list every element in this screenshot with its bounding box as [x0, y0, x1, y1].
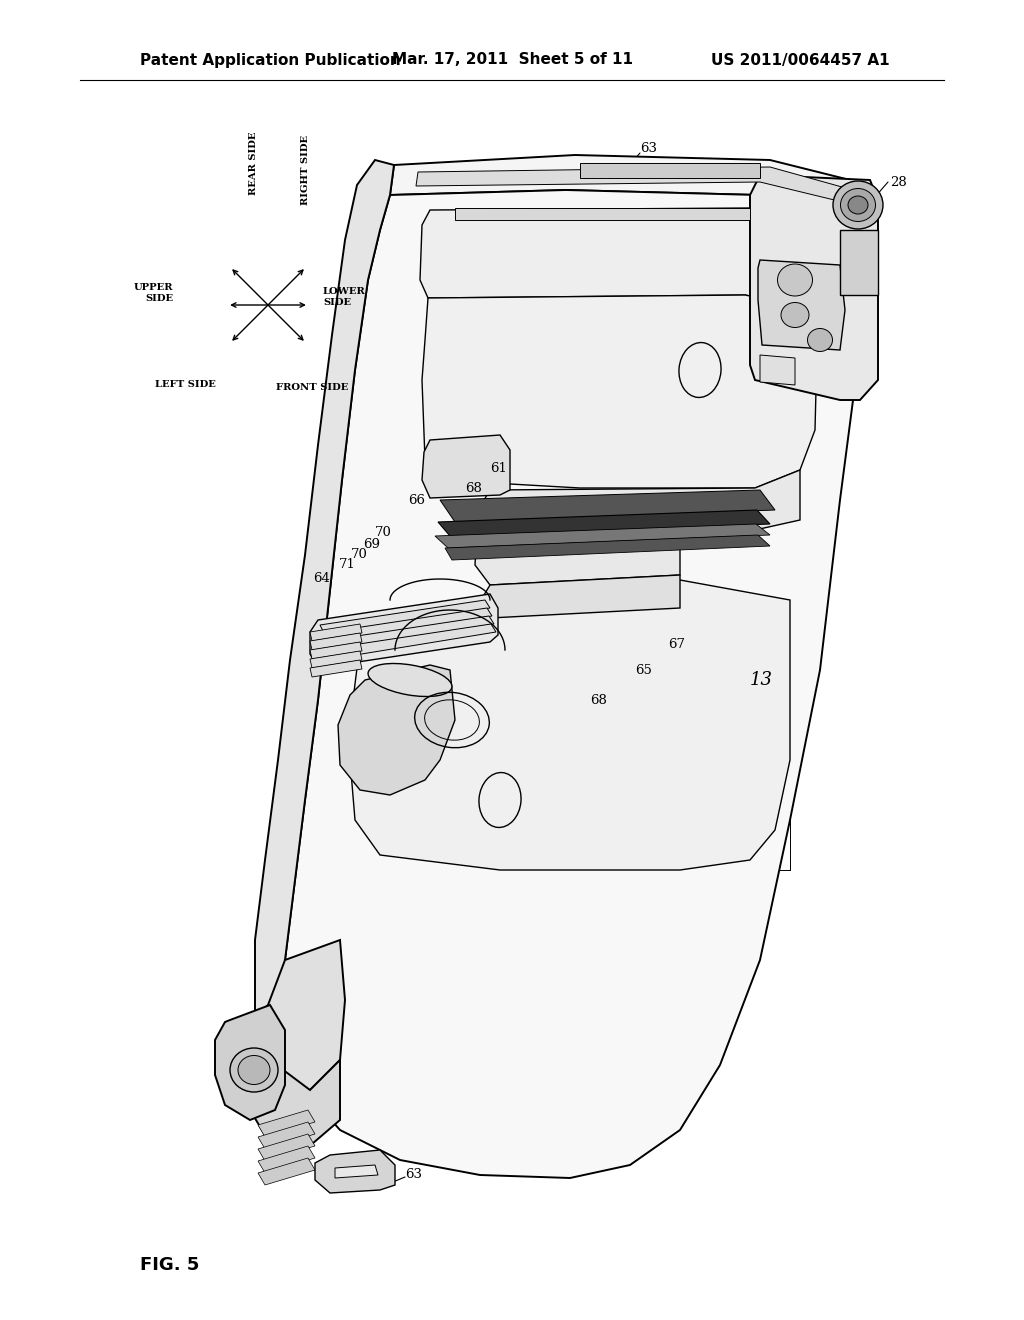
Text: 71: 71 — [339, 558, 356, 572]
Ellipse shape — [368, 664, 452, 697]
Ellipse shape — [238, 1056, 270, 1085]
Polygon shape — [310, 634, 362, 649]
Polygon shape — [420, 209, 820, 310]
Text: 70: 70 — [375, 527, 392, 540]
Text: LEFT SIDE: LEFT SIDE — [155, 380, 216, 389]
Polygon shape — [326, 624, 496, 659]
Text: 69: 69 — [362, 537, 380, 550]
Polygon shape — [322, 609, 492, 643]
Ellipse shape — [781, 302, 809, 327]
Text: 68: 68 — [465, 482, 482, 495]
Polygon shape — [455, 209, 750, 220]
Polygon shape — [338, 665, 455, 795]
Polygon shape — [215, 1005, 285, 1119]
Text: Patent Application Publication: Patent Application Publication — [140, 53, 400, 67]
Polygon shape — [310, 594, 498, 668]
Text: REAR SIDE: REAR SIDE — [249, 132, 257, 195]
Polygon shape — [750, 176, 878, 400]
Polygon shape — [440, 490, 775, 521]
Polygon shape — [840, 230, 878, 294]
Text: 65: 65 — [635, 664, 652, 676]
Polygon shape — [268, 940, 345, 1090]
Polygon shape — [422, 436, 510, 498]
Polygon shape — [475, 470, 800, 585]
Ellipse shape — [777, 264, 812, 296]
Polygon shape — [324, 616, 494, 651]
Polygon shape — [258, 1146, 315, 1173]
Polygon shape — [258, 1134, 315, 1162]
Ellipse shape — [841, 189, 876, 222]
Ellipse shape — [230, 1048, 278, 1092]
Ellipse shape — [848, 195, 868, 214]
Polygon shape — [478, 576, 680, 618]
Polygon shape — [258, 1158, 315, 1185]
Text: 63: 63 — [640, 141, 657, 154]
Polygon shape — [435, 524, 770, 548]
Polygon shape — [310, 651, 362, 668]
Polygon shape — [315, 1150, 395, 1193]
Polygon shape — [310, 642, 362, 659]
Ellipse shape — [808, 329, 833, 351]
Polygon shape — [258, 1110, 315, 1137]
Polygon shape — [310, 660, 362, 677]
Polygon shape — [445, 535, 770, 560]
Polygon shape — [335, 1166, 378, 1177]
Polygon shape — [285, 190, 865, 1177]
Polygon shape — [758, 260, 845, 350]
Text: US 2011/0064457 A1: US 2011/0064457 A1 — [712, 53, 890, 67]
Polygon shape — [258, 1122, 315, 1148]
Polygon shape — [760, 355, 795, 385]
Text: RIGHT SIDE: RIGHT SIDE — [301, 135, 310, 205]
Text: 68: 68 — [590, 693, 607, 706]
Text: 70: 70 — [351, 549, 368, 561]
Text: Mar. 17, 2011  Sheet 5 of 11: Mar. 17, 2011 Sheet 5 of 11 — [391, 53, 633, 67]
Polygon shape — [438, 510, 770, 536]
Text: UPPER
SIDE: UPPER SIDE — [133, 284, 173, 302]
Text: LOWER
SIDE: LOWER SIDE — [323, 288, 366, 306]
Text: FIG. 5: FIG. 5 — [140, 1257, 200, 1274]
Polygon shape — [248, 1005, 340, 1150]
Text: 13: 13 — [750, 671, 773, 689]
Polygon shape — [350, 579, 790, 870]
Text: FRONT SIDE: FRONT SIDE — [276, 383, 348, 392]
Polygon shape — [580, 162, 760, 178]
Text: 61: 61 — [490, 462, 507, 474]
Polygon shape — [422, 294, 818, 488]
Text: 67: 67 — [668, 639, 685, 652]
Polygon shape — [319, 601, 490, 635]
Ellipse shape — [833, 181, 883, 228]
Text: 63: 63 — [406, 1168, 422, 1181]
Polygon shape — [255, 160, 394, 1085]
Text: 66: 66 — [408, 494, 425, 507]
Text: 64: 64 — [313, 572, 330, 585]
Polygon shape — [390, 154, 870, 215]
Polygon shape — [310, 624, 362, 642]
Polygon shape — [416, 168, 860, 205]
Text: 28: 28 — [890, 176, 906, 189]
